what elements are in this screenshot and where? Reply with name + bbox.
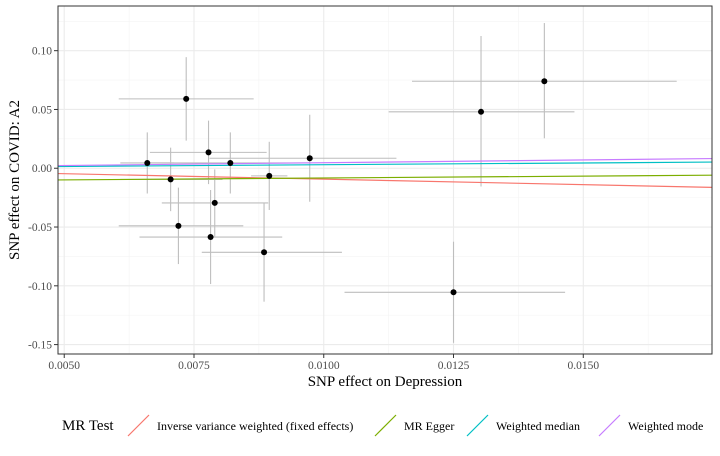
x-axis-ticks: 0.0050 0.0075 0.0100 0.0125 0.0150 — [48, 354, 599, 372]
data-point — [227, 159, 234, 166]
legend-label: Weighted median — [496, 419, 580, 433]
x-tick-label: 0.0100 — [308, 360, 340, 372]
data-point — [175, 222, 182, 229]
data-point — [306, 155, 313, 162]
data-point — [144, 159, 151, 166]
data-point — [167, 176, 174, 183]
y-tick-label: 0.05 — [32, 104, 52, 116]
legend-key — [374, 414, 397, 437]
x-tick-label: 0.0050 — [48, 360, 80, 372]
y-tick-label: 0.00 — [32, 163, 52, 175]
points-layer — [144, 78, 548, 296]
data-point — [211, 199, 218, 206]
y-tick-label: -0.10 — [28, 281, 52, 293]
data-point — [261, 249, 268, 256]
data-point — [478, 108, 485, 115]
legend-label: Inverse variance weighted (fixed effects… — [157, 419, 353, 433]
errorbar-layer — [118, 23, 677, 343]
data-point — [207, 234, 214, 241]
legend: MR Test Inverse variance weighted (fixed… — [62, 414, 703, 437]
data-point — [541, 78, 548, 85]
y-tick-label: -0.15 — [28, 340, 52, 352]
data-point — [266, 172, 273, 179]
x-tick-label: 0.0075 — [178, 360, 210, 372]
y-tick-label: 0.10 — [32, 46, 52, 58]
grid-layer — [58, 6, 712, 354]
x-tick-label: 0.0150 — [567, 360, 599, 372]
x-tick-label: 0.0125 — [438, 360, 470, 372]
fit-line — [58, 174, 712, 181]
y-axis-title: SNP effect on COVID: A2 — [7, 100, 23, 260]
y-axis-ticks: -0.15 -0.10 -0.05 0.00 0.05 0.10 — [28, 46, 58, 352]
legend-label: Weighted mode — [628, 419, 703, 433]
fit-line — [58, 157, 712, 167]
fit-lines-layer — [58, 157, 712, 188]
data-point — [183, 95, 190, 102]
fit-line — [58, 161, 712, 168]
y-tick-label: -0.05 — [28, 222, 52, 234]
data-point — [205, 149, 212, 156]
data-point — [450, 289, 457, 296]
legend-key — [466, 414, 489, 437]
legend-title: MR Test — [62, 418, 114, 434]
panel-border — [57, 5, 713, 355]
fit-line — [58, 172, 712, 188]
x-axis-title: SNP effect on Depression — [308, 374, 463, 390]
legend-label: MR Egger — [404, 419, 454, 433]
legend-key — [598, 414, 621, 437]
legend-key — [127, 414, 150, 437]
